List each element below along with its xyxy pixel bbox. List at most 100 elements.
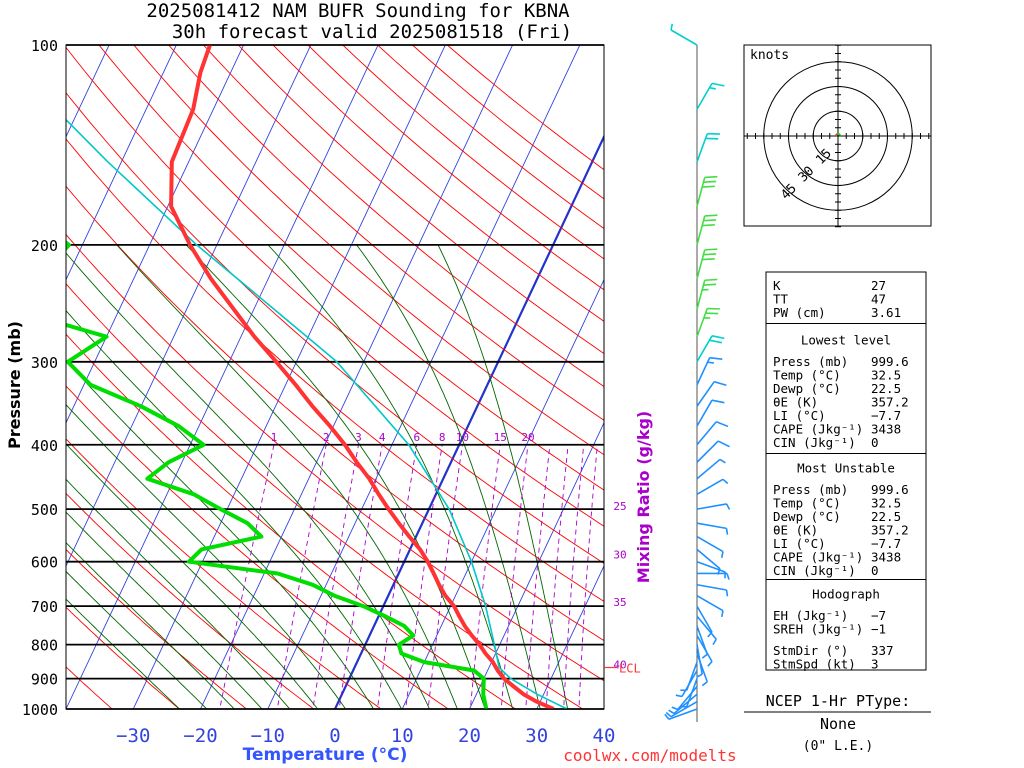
dry-adiabat — [66, 438, 382, 709]
most-unstable-value: 22.5 — [871, 509, 901, 524]
wind-barb — [696, 335, 725, 363]
wind-barb-shaft — [681, 670, 698, 697]
hodograph-stat-label: EH (Jkg⁻¹) — [773, 608, 848, 623]
most-unstable-value: −7.7 — [871, 536, 901, 551]
lowest-level-value: 22.5 — [871, 381, 901, 396]
lowest-level-title: Lowest level — [801, 333, 891, 348]
mixing-ratio-side-label: 35 — [613, 596, 626, 609]
hodograph-trace-mid — [834, 133, 838, 137]
pressure-tick-labels: 100 200 300 400 500 600 700 800 900 1000 — [22, 37, 58, 719]
mixing-ratio-line — [563, 444, 585, 709]
ptype-box: NCEP 1-Hr PType: None (0" L.E.) — [744, 692, 931, 754]
hodograph-stat-value: −7 — [871, 608, 886, 623]
ptype-title: NCEP 1-Hr PType: — [766, 692, 911, 710]
moist-adiabat — [66, 478, 291, 709]
wind-barb — [664, 708, 698, 721]
dry-adiabat — [66, 333, 517, 709]
most-unstable-value: 999.6 — [871, 482, 909, 497]
pressure-tick-label: 600 — [31, 554, 58, 572]
wind-barb-half-flag — [709, 86, 716, 90]
hodograph-stats-title: Hodograph — [812, 587, 880, 602]
temperature-tick-label: −30 — [116, 725, 150, 747]
lowest-level-value: −7.7 — [871, 408, 901, 423]
hodograph-stat-value: −1 — [871, 622, 886, 637]
wind-barb — [696, 132, 720, 163]
dry-adiabat — [98, 45, 604, 491]
wind-barb-half-flag — [719, 458, 726, 464]
wind-barb-half-flag — [668, 709, 675, 715]
wind-barb-half-flag — [720, 551, 724, 558]
mixing-ratio-top-label: 6 — [413, 431, 420, 444]
most-unstable-title: Most Unstable — [797, 461, 895, 476]
wind-barb — [696, 458, 726, 480]
storm-motion-value: 3 — [871, 657, 879, 672]
wind-barb — [696, 440, 730, 463]
wind-barb — [696, 421, 729, 446]
most-unstable-label: Temp (°C) — [773, 496, 841, 511]
index-top-label: PW (cm) — [773, 305, 826, 320]
wind-barb-half-flag — [720, 610, 724, 618]
indices-frame — [765, 271, 927, 671]
wind-barb-shaft — [670, 29, 698, 46]
isotherm — [469, 421, 604, 709]
wind-barb-half-flag — [696, 673, 703, 678]
dry-adiabat — [272, 45, 604, 322]
lowest-level-value: 357.2 — [871, 395, 909, 410]
wind-barb — [696, 535, 724, 558]
wind-barb-flag — [713, 380, 727, 387]
wind-barb-shaft — [696, 583, 727, 591]
wind-barb-flag — [704, 175, 718, 179]
chart-title-line2: 30h forecast valid 2025081518 (Fri) — [172, 21, 572, 43]
wind-barb — [696, 653, 709, 687]
dry-adiabat — [66, 283, 584, 709]
wind-barb-shaft — [696, 560, 726, 573]
mixing-ratio-top-label: 10 — [456, 431, 469, 444]
moist-adiabat — [66, 403, 347, 709]
wind-barb-half-flag — [665, 711, 672, 718]
wind-barb-flag — [711, 335, 725, 340]
mixing-ratio-line — [276, 444, 327, 709]
index-top-label: K — [773, 278, 781, 293]
dry-adiabat — [66, 492, 315, 709]
most-unstable-value: 357.2 — [871, 523, 909, 538]
index-top-value: 47 — [871, 292, 886, 307]
zero-isotherm — [333, 134, 604, 709]
wind-barb-half-flag — [701, 653, 708, 659]
ptype-snow-equivalent: (0" L.E.) — [803, 739, 873, 754]
wind-barb-shaft — [696, 635, 713, 662]
wind-barb-shaft — [696, 615, 717, 640]
wind-barb — [668, 693, 698, 715]
lowest-level-value: 32.5 — [871, 368, 901, 383]
wind-barb — [696, 399, 725, 427]
wind-barb-half-flag — [675, 694, 683, 698]
dry-adiabat — [66, 548, 248, 709]
dry-adiabat — [66, 233, 604, 682]
moist-adiabat — [66, 570, 208, 709]
pressure-tick-label: 100 — [31, 37, 58, 55]
dry-adiabat — [66, 185, 604, 642]
most-unstable-label: CIN (Jkg⁻¹) — [773, 563, 856, 578]
index-top-value: 27 — [871, 278, 886, 293]
wind-barb — [696, 594, 724, 618]
wind-barb-shaft — [696, 458, 721, 480]
lowest-level-value: 0 — [871, 435, 879, 450]
wind-barb-half-flag — [664, 713, 670, 720]
wind-barb-flag — [702, 257, 715, 261]
mixing-ratio-line — [405, 444, 443, 709]
mixing-ratio-top-label: 3 — [355, 431, 362, 444]
most-unstable-value: 3438 — [871, 550, 901, 565]
wind-barb — [696, 175, 718, 207]
most-unstable-label: θE (K) — [773, 523, 818, 538]
mixing-ratio-side-label: 30 — [613, 548, 626, 561]
indices-table: K 27 TT 47 PW (cm) 3.61 Lowest level Press (mb)… — [765, 271, 927, 672]
moist-adiabat — [66, 252, 431, 709]
lcl-label: LCL — [619, 662, 641, 676]
wind-barb — [696, 380, 727, 407]
temperature-tick-labels: −30 −20 −10 0 10 20 30 40 — [116, 725, 615, 747]
most-unstable-label: CAPE (Jkg⁻¹) — [773, 550, 863, 565]
most-unstable-label: Press (mb) — [773, 482, 848, 497]
wind-barb-shaft — [696, 548, 721, 570]
wind-barb-flag — [702, 224, 715, 227]
